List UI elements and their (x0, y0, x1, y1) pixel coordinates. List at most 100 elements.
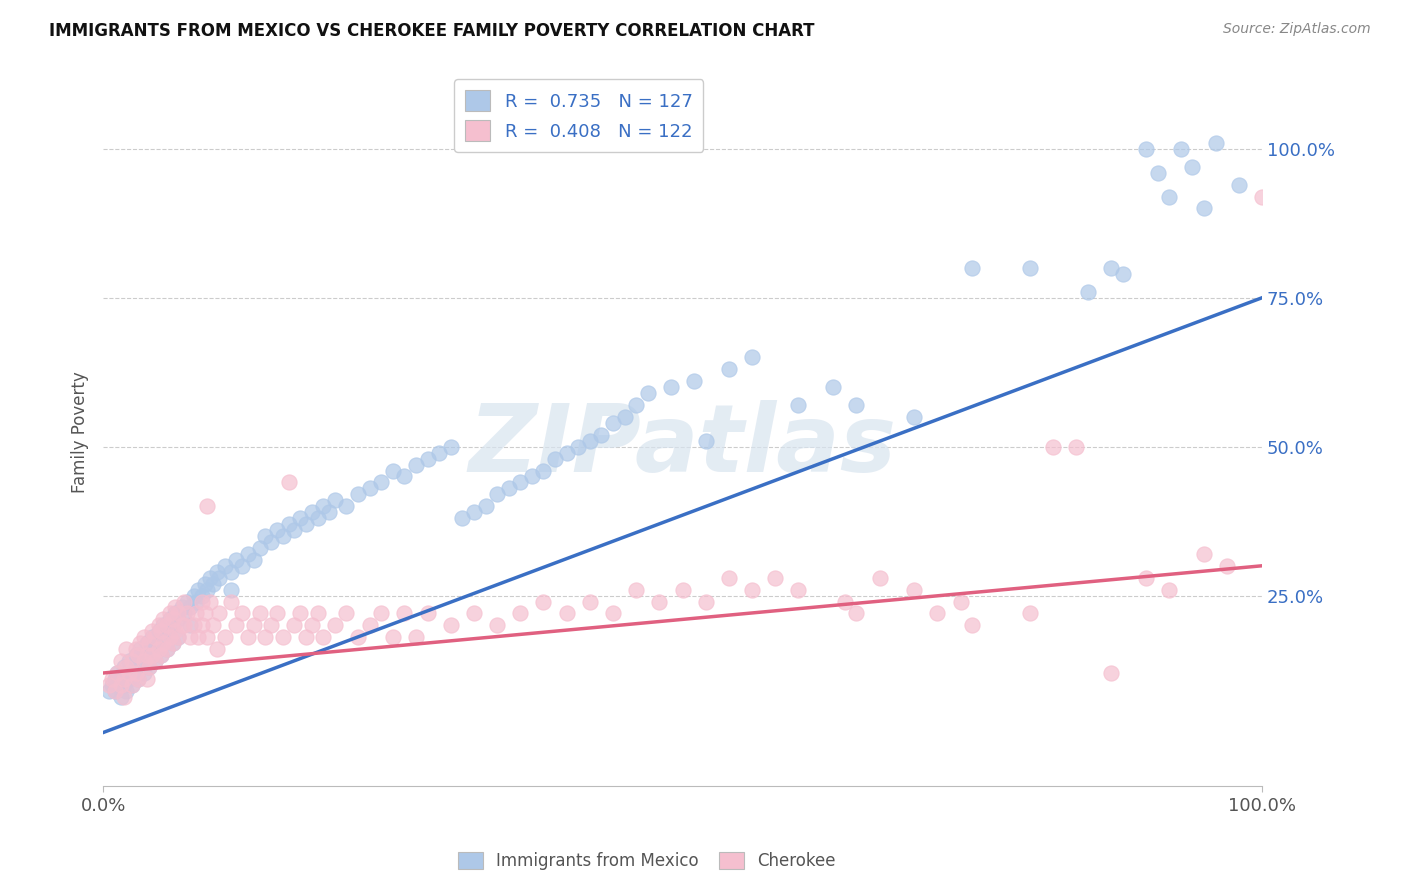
Point (136, 654, 159, 668)
Point (124, 642, 146, 657)
Point (1192, 547, 1215, 561)
Point (176, 594, 198, 608)
Point (162, 612, 184, 626)
Point (143, 630, 166, 644)
Point (1146, 166, 1168, 180)
Point (150, 630, 173, 644)
Point (903, 409, 925, 424)
Point (148, 642, 170, 657)
Point (136, 648, 159, 662)
Point (129, 642, 152, 657)
Point (288, 607, 311, 621)
Point (187, 582, 209, 597)
Point (115, 665, 138, 680)
Point (143, 654, 166, 668)
Point (903, 582, 925, 597)
Point (115, 660, 138, 674)
Point (163, 624, 186, 639)
Point (1181, 160, 1204, 174)
Point (283, 618, 305, 632)
Point (138, 660, 160, 674)
Point (1099, 260, 1122, 275)
Point (190, 589, 212, 603)
Point (150, 624, 173, 639)
Point (170, 618, 193, 632)
Point (1019, 260, 1042, 275)
Point (555, 607, 578, 621)
Point (1135, 142, 1157, 156)
Point (347, 487, 370, 501)
Point (136, 636, 159, 650)
Point (695, 434, 717, 448)
Point (695, 594, 717, 608)
Point (219, 582, 242, 597)
Point (271, 529, 294, 543)
Point (949, 594, 972, 608)
Point (156, 642, 179, 657)
Point (741, 351, 763, 365)
Point (381, 463, 404, 477)
Point (254, 630, 277, 644)
Text: Source: ZipAtlas.com: Source: ZipAtlas.com (1223, 22, 1371, 37)
Point (648, 594, 671, 608)
Point (370, 475, 392, 490)
Point (101, 678, 124, 692)
Text: IMMIGRANTS FROM MEXICO VS CHEROKEE FAMILY POVERTY CORRELATION CHART: IMMIGRANTS FROM MEXICO VS CHEROKEE FAMIL… (49, 22, 814, 40)
Point (105, 665, 128, 680)
Point (202, 576, 225, 591)
Point (1099, 665, 1122, 680)
Point (110, 654, 132, 668)
Point (129, 636, 152, 650)
Point (359, 618, 381, 632)
Point (787, 398, 810, 412)
Point (124, 665, 146, 680)
Point (323, 618, 346, 632)
Point (869, 571, 891, 585)
Point (347, 630, 370, 644)
Point (162, 636, 184, 650)
Point (266, 523, 288, 537)
Point (671, 582, 693, 597)
Point (533, 594, 555, 608)
Point (242, 553, 264, 567)
Point (198, 571, 221, 585)
Point (132, 654, 155, 668)
Point (105, 678, 128, 692)
Point (205, 565, 228, 579)
Point (236, 630, 259, 644)
Point (301, 618, 323, 632)
Point (960, 618, 983, 632)
Point (127, 648, 149, 662)
Point (555, 445, 578, 459)
Point (97, 678, 120, 692)
Point (110, 678, 132, 692)
Point (179, 600, 201, 615)
Point (312, 630, 335, 644)
Point (197, 582, 219, 597)
Point (121, 678, 143, 692)
Point (138, 636, 160, 650)
Point (167, 630, 190, 644)
Point (416, 607, 439, 621)
Point (159, 607, 181, 621)
Point (183, 618, 205, 632)
Point (198, 594, 221, 608)
Point (236, 547, 259, 561)
Point (1192, 202, 1215, 216)
Point (927, 607, 949, 621)
Point (143, 654, 166, 668)
Point (254, 529, 277, 543)
Point (1227, 178, 1250, 192)
Point (277, 517, 299, 532)
Point (440, 440, 463, 454)
Legend: Immigrants from Mexico, Cherokee: Immigrants from Mexico, Cherokee (451, 845, 842, 877)
Point (124, 648, 146, 662)
Point (602, 607, 624, 621)
Point (162, 618, 184, 632)
Point (173, 594, 195, 608)
Point (323, 493, 346, 508)
Point (159, 630, 181, 644)
Point (307, 511, 329, 525)
Point (117, 665, 139, 680)
Point (787, 582, 810, 597)
